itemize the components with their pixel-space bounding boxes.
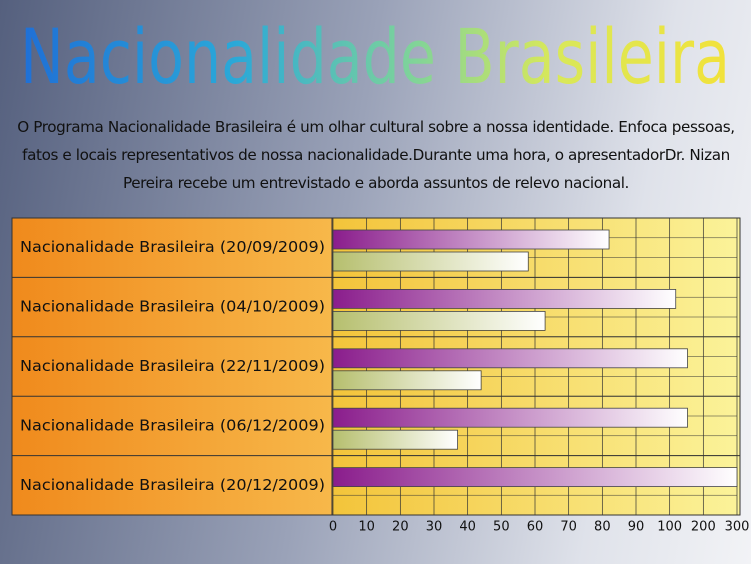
- x-tick-label: 0: [329, 520, 337, 535]
- x-tick-label: 90: [628, 520, 645, 535]
- label-panel: [11, 217, 333, 516]
- bar: [332, 429, 458, 450]
- category-label: Nacionalidade Brasileira (20/09/2009): [20, 238, 325, 256]
- category-label: Nacionalidade Brasileira (20/12/2009): [20, 476, 325, 494]
- bar: [332, 288, 677, 309]
- x-tick-label: 50: [493, 520, 510, 535]
- x-tick-label: 30: [426, 520, 443, 535]
- category-label: Nacionalidade Brasileira (22/11/2009): [20, 357, 325, 375]
- bar: [332, 229, 610, 250]
- bar: [332, 310, 546, 331]
- x-tick-label: 60: [527, 520, 544, 535]
- bar: [332, 467, 738, 488]
- bar: [332, 370, 482, 391]
- x-tick-label: 200: [691, 520, 716, 535]
- x-tick-label: 100: [657, 520, 682, 535]
- x-tick-label: 20: [392, 520, 409, 535]
- description: O Programa Nacionalidade Brasileira é um…: [17, 118, 735, 192]
- x-tick-label: 70: [560, 520, 577, 535]
- category-label: Nacionalidade Brasileira (06/12/2009): [20, 416, 325, 434]
- x-tick-label: 40: [459, 520, 476, 535]
- category-label: Nacionalidade Brasileira (04/10/2009): [20, 298, 325, 316]
- x-tick-label: 80: [594, 520, 611, 535]
- bar: [332, 348, 688, 369]
- bar: [332, 251, 529, 272]
- x-tick-label: 300: [725, 520, 750, 535]
- bar: [332, 407, 688, 428]
- x-tick-label: 10: [358, 520, 375, 535]
- title: Nacionalidade Brasileira: [20, 12, 730, 101]
